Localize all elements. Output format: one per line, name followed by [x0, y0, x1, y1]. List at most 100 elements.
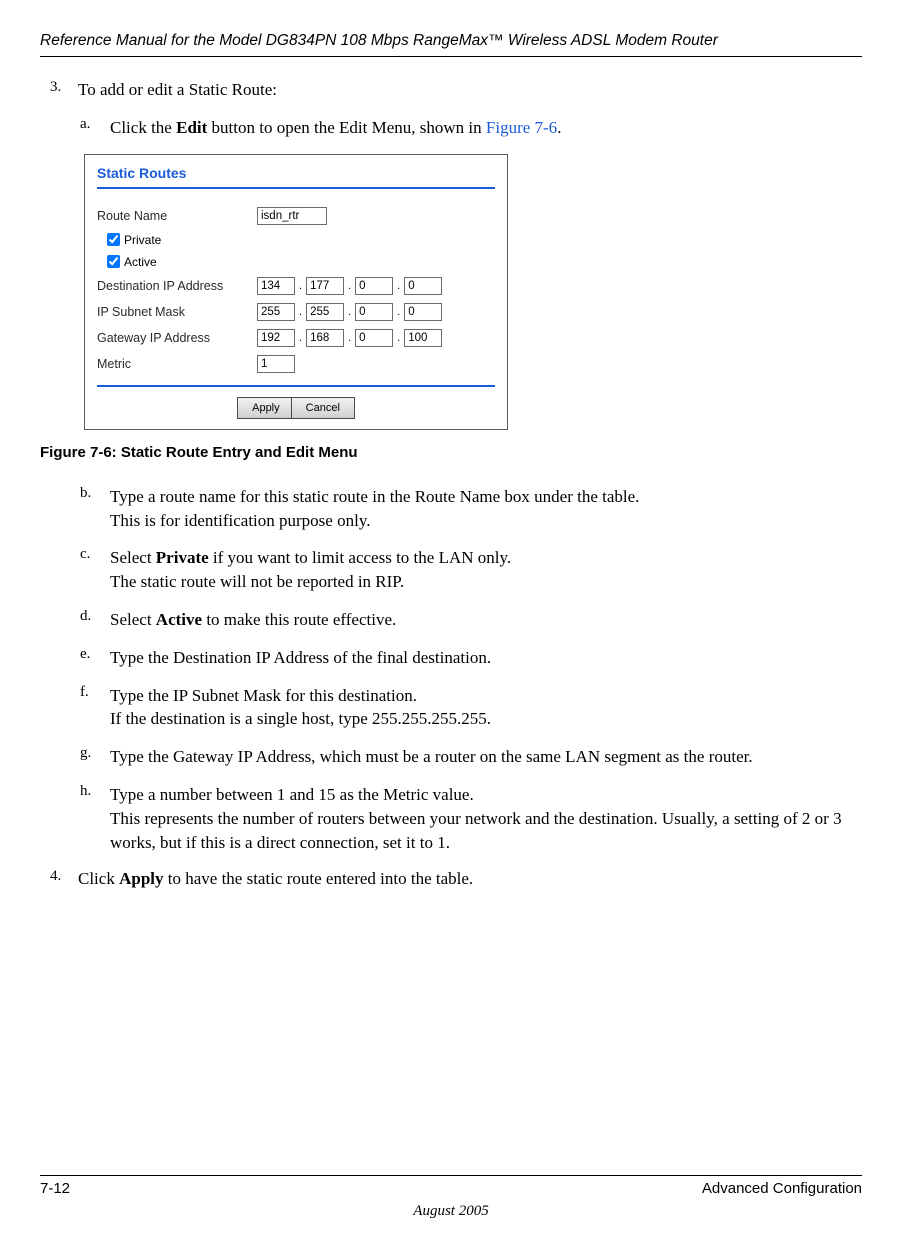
step-3b-l2: This is for identification purpose only.	[110, 509, 862, 533]
private-checkbox[interactable]	[107, 233, 120, 246]
active-label: Active	[124, 255, 157, 269]
step-3f: f. Type the IP Subnet Mask for this dest…	[80, 684, 862, 732]
apply-button[interactable]: Apply	[237, 397, 295, 419]
step-3e-marker: e.	[80, 646, 110, 670]
cancel-button[interactable]: Cancel	[291, 397, 355, 419]
panel-title: Static Routes	[97, 165, 495, 181]
metric-row: Metric	[97, 351, 495, 377]
gw-octet-1[interactable]	[257, 329, 295, 347]
step-4-prefix: Click	[78, 869, 119, 888]
mask-octet-4[interactable]	[404, 303, 442, 321]
step-3h: h. Type a number between 1 and 15 as the…	[80, 783, 862, 854]
step-4: 4. Click Apply to have the static route …	[50, 868, 862, 891]
step-3g-body: Type the Gateway IP Address, which must …	[110, 745, 862, 769]
figure-7-6: Static Routes Route Name Private Active …	[84, 154, 862, 430]
step-3h-l2: This represents the number of routers be…	[110, 807, 862, 855]
step-3d-body: Select Active to make this route effecti…	[110, 608, 862, 632]
step-3e-body: Type the Destination IP Address of the f…	[110, 646, 862, 670]
mask-label: IP Subnet Mask	[97, 305, 257, 319]
private-label: Private	[124, 233, 161, 247]
dest-octet-4[interactable]	[404, 277, 442, 295]
active-checkbox[interactable]	[107, 255, 120, 268]
route-name-label: Route Name	[97, 209, 257, 223]
step-3c-prefix: Select	[110, 548, 156, 567]
step-3g: g. Type the Gateway IP Address, which mu…	[80, 745, 862, 769]
step-3c-bold: Private	[156, 548, 209, 567]
dot-icon: .	[397, 306, 400, 318]
step-4-body: Click Apply to have the static route ent…	[78, 868, 862, 891]
gw-label: Gateway IP Address	[97, 331, 257, 345]
dot-icon: .	[299, 280, 302, 292]
mask-row: IP Subnet Mask ...	[97, 299, 495, 325]
gw-octet-2[interactable]	[306, 329, 344, 347]
step-3h-marker: h.	[80, 783, 110, 854]
dot-icon: .	[299, 306, 302, 318]
step-3d-suffix: to make this route effective.	[202, 610, 396, 629]
page-footer: 7-12 Advanced Configuration August 2005	[40, 1175, 862, 1220]
step-4-marker: 4.	[50, 868, 78, 891]
mask-octet-2[interactable]	[306, 303, 344, 321]
step-4-bold: Apply	[119, 869, 163, 888]
figure-link[interactable]: Figure 7-6	[486, 118, 557, 137]
step-3b-l1: Type a route name for this static route …	[110, 487, 639, 506]
footer-page: 7-12	[40, 1180, 70, 1197]
step-3d-marker: d.	[80, 608, 110, 632]
dot-icon: .	[397, 332, 400, 344]
step-3f-body: Type the IP Subnet Mask for this destina…	[110, 684, 862, 732]
step-3d-bold: Active	[156, 610, 202, 629]
step-3a-prefix: Click the	[110, 118, 176, 137]
step-3h-body: Type a number between 1 and 15 as the Me…	[110, 783, 862, 854]
route-name-row: Route Name	[97, 203, 495, 229]
dest-row: Destination IP Address ...	[97, 273, 495, 299]
dest-label: Destination IP Address	[97, 279, 257, 293]
step-3-marker: 3.	[50, 79, 78, 102]
footer-section: Advanced Configuration	[702, 1180, 862, 1197]
active-row: Active	[97, 251, 495, 273]
dot-icon: .	[299, 332, 302, 344]
panel-separator	[97, 187, 495, 189]
step-3c-body: Select Private if you want to limit acce…	[110, 546, 862, 594]
step-3c-l2: The static route will not be reported in…	[110, 570, 862, 594]
step-3b-marker: b.	[80, 485, 110, 533]
step-3d: d. Select Active to make this route effe…	[80, 608, 862, 632]
step-3f-l2: If the destination is a single host, typ…	[110, 707, 862, 731]
dest-octet-1[interactable]	[257, 277, 295, 295]
page-header: Reference Manual for the Model DG834PN 1…	[40, 32, 862, 57]
step-3c-mid: if you want to limit access to the LAN o…	[209, 548, 511, 567]
step-3a-body: Click the Edit button to open the Edit M…	[110, 116, 862, 140]
footer-date: August 2005	[40, 1203, 862, 1220]
step-3c: c. Select Private if you want to limit a…	[80, 546, 862, 594]
private-row: Private	[97, 229, 495, 251]
dot-icon: .	[348, 332, 351, 344]
dot-icon: .	[397, 280, 400, 292]
static-routes-panel: Static Routes Route Name Private Active …	[84, 154, 508, 430]
gw-row: Gateway IP Address ...	[97, 325, 495, 351]
metric-input[interactable]	[257, 355, 295, 373]
step-3a-suffix: .	[557, 118, 561, 137]
step-3a-mid: button to open the Edit Menu, shown in	[207, 118, 486, 137]
step-3f-l1: Type the IP Subnet Mask for this destina…	[110, 686, 417, 705]
step-3h-l1: Type a number between 1 and 15 as the Me…	[110, 785, 474, 804]
route-name-input[interactable]	[257, 207, 327, 225]
step-3f-marker: f.	[80, 684, 110, 732]
panel-separator-bottom	[97, 385, 495, 387]
dot-icon: .	[348, 280, 351, 292]
gw-octet-3[interactable]	[355, 329, 393, 347]
step-3-text: To add or edit a Static Route:	[78, 79, 862, 102]
mask-octet-3[interactable]	[355, 303, 393, 321]
step-3b-body: Type a route name for this static route …	[110, 485, 862, 533]
mask-octet-1[interactable]	[257, 303, 295, 321]
step-3d-prefix: Select	[110, 610, 156, 629]
step-3a: a. Click the Edit button to open the Edi…	[80, 116, 862, 140]
step-4-suffix: to have the static route entered into th…	[164, 869, 474, 888]
step-3b: b. Type a route name for this static rou…	[80, 485, 862, 533]
button-bar: ApplyCancel	[97, 395, 495, 419]
dest-octet-2[interactable]	[306, 277, 344, 295]
step-3c-marker: c.	[80, 546, 110, 594]
dest-octet-3[interactable]	[355, 277, 393, 295]
step-3e: e. Type the Destination IP Address of th…	[80, 646, 862, 670]
step-3a-bold: Edit	[176, 118, 207, 137]
step-3g-marker: g.	[80, 745, 110, 769]
gw-octet-4[interactable]	[404, 329, 442, 347]
figure-caption: Figure 7-6: Static Route Entry and Edit …	[40, 444, 862, 461]
